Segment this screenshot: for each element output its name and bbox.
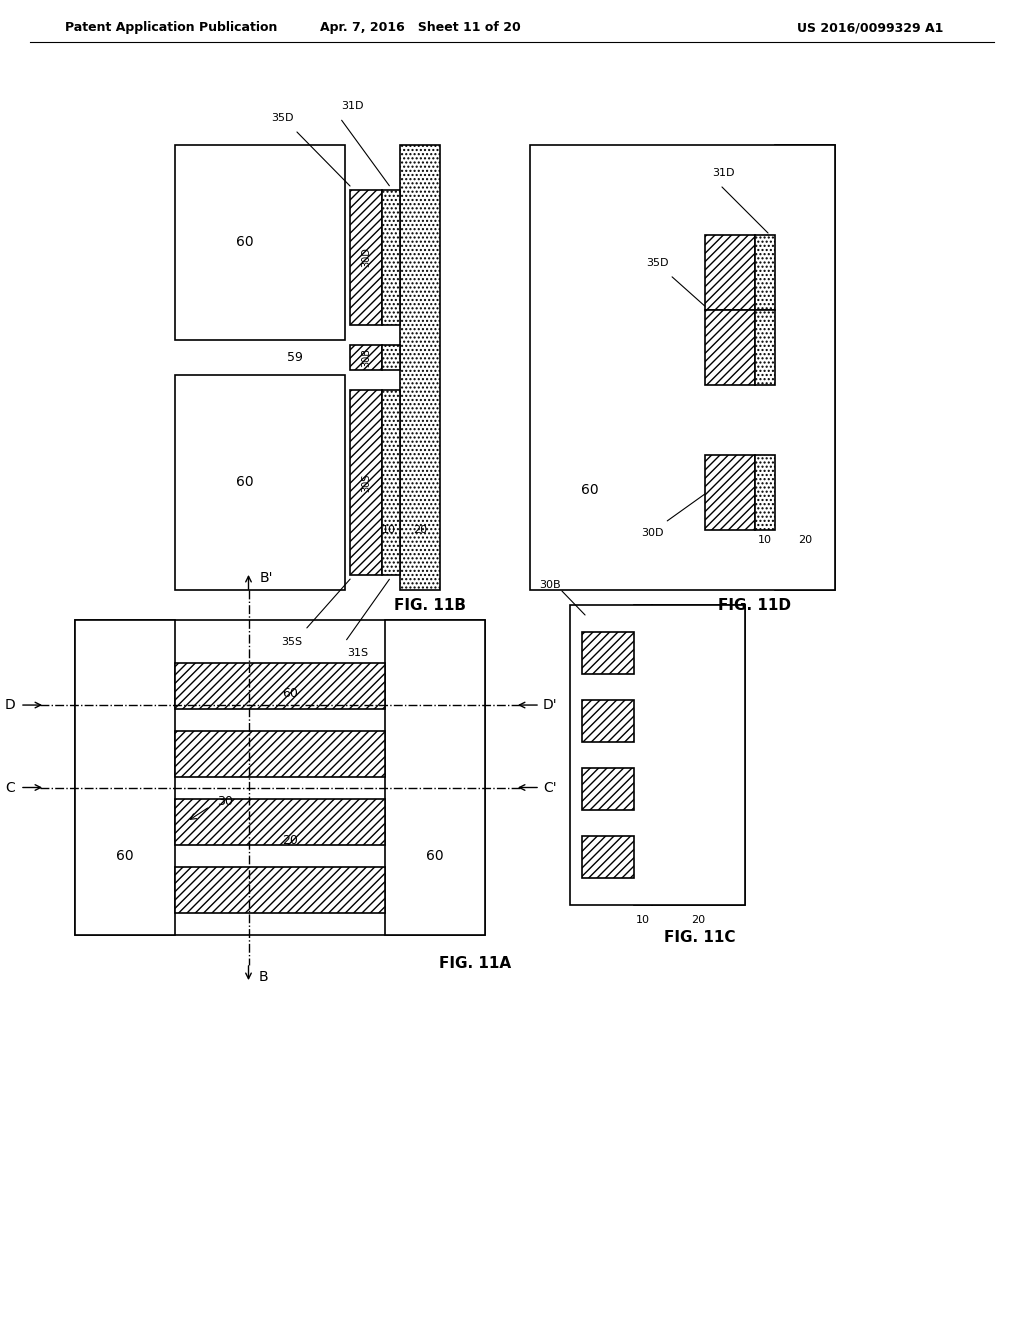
Text: 60: 60 [282,686,298,700]
Text: FIG. 11C: FIG. 11C [665,929,736,945]
Text: 20: 20 [283,834,298,847]
Bar [175,663,385,709]
Text: C: C [5,780,15,795]
Bar [530,145,835,590]
Bar [570,605,745,906]
Bar [75,620,175,935]
Text: D': D' [543,698,557,711]
Bar [382,190,400,325]
Bar [634,605,652,906]
Bar [705,310,755,385]
Text: 30D: 30D [641,528,664,537]
Text: 30B: 30B [540,579,561,590]
Bar [582,632,634,675]
Bar [652,605,745,906]
Bar [755,235,775,310]
Bar [400,145,440,590]
Bar [755,455,775,531]
Text: 30D: 30D [361,248,371,268]
Text: 60: 60 [582,483,599,498]
Text: 59: 59 [287,351,303,364]
Text: 30B: 30B [361,348,371,367]
Bar [775,145,835,590]
Text: 10: 10 [382,525,396,535]
Text: 30S: 30S [361,474,371,491]
Bar [175,799,385,845]
Text: US 2016/0099329 A1: US 2016/0099329 A1 [797,21,943,34]
Bar [350,389,382,576]
Bar [582,768,634,810]
Bar [382,345,400,370]
Text: 60: 60 [116,849,134,863]
Bar [385,620,485,935]
Text: 35S: 35S [282,638,302,647]
Bar [705,455,755,531]
Text: 20: 20 [798,535,812,545]
Text: B: B [259,970,268,983]
Text: 31S: 31S [347,648,369,657]
Text: 60: 60 [237,235,254,249]
Bar [582,700,634,742]
Text: FIG. 11A: FIG. 11A [439,956,511,970]
Text: 60: 60 [237,475,254,490]
Bar [755,310,775,385]
Text: 30: 30 [217,795,232,808]
Bar [175,730,385,776]
Text: FIG. 11D: FIG. 11D [719,598,792,612]
Bar [582,836,634,878]
Text: 10: 10 [758,535,772,545]
Bar [175,866,385,912]
Bar [350,345,382,370]
Bar [382,389,400,576]
Text: 35D: 35D [270,114,293,123]
Text: D: D [5,698,15,711]
Text: C': C' [543,780,557,795]
Bar [175,375,345,590]
Text: 60: 60 [426,849,443,863]
Bar [705,235,755,310]
Bar [350,190,382,325]
Text: Patent Application Publication: Patent Application Publication [65,21,278,34]
Text: 31D: 31D [341,102,364,111]
Text: 10: 10 [636,915,650,925]
Text: 20: 20 [691,915,706,925]
Text: 20: 20 [413,525,427,535]
Text: B': B' [260,572,273,585]
Text: Apr. 7, 2016   Sheet 11 of 20: Apr. 7, 2016 Sheet 11 of 20 [319,21,520,34]
Text: FIG. 11B: FIG. 11B [394,598,466,612]
Text: 31D: 31D [712,168,734,178]
Bar [175,145,345,341]
Bar [75,620,485,935]
Text: 35D: 35D [646,257,669,268]
